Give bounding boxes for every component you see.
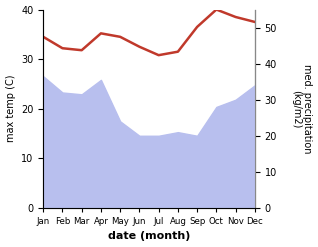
X-axis label: date (month): date (month) (108, 231, 190, 242)
Y-axis label: med. precipitation
(kg/m2): med. precipitation (kg/m2) (291, 64, 313, 153)
Y-axis label: max temp (C): max temp (C) (5, 75, 16, 143)
